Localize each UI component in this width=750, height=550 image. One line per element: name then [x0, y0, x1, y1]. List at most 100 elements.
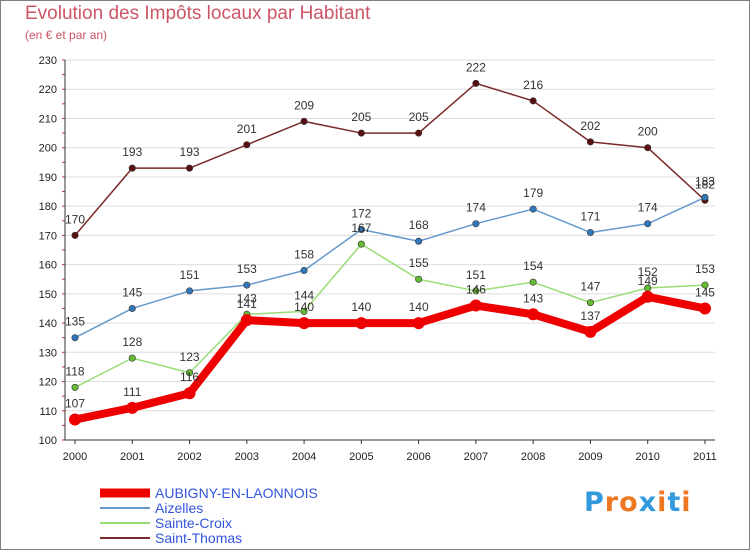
data-point: [243, 141, 251, 149]
data-label: 209: [294, 98, 314, 112]
data-point: [298, 317, 311, 330]
series-line: [74, 196, 706, 339]
data-point: [71, 334, 79, 342]
data-point: [240, 314, 253, 327]
data-label: 153: [695, 262, 715, 276]
data-label: 205: [351, 110, 371, 124]
data-label: 179: [523, 186, 543, 200]
data-label: 140: [351, 300, 371, 314]
data-point: [529, 278, 537, 286]
x-tick-label: 2007: [464, 451, 488, 463]
data-point: [126, 401, 139, 414]
data-point: [701, 281, 709, 289]
data-point: [128, 304, 136, 312]
data-point: [644, 144, 652, 152]
data-point: [69, 413, 81, 426]
data-point: [529, 205, 537, 213]
data-label: 144: [294, 288, 314, 302]
x-tick-label: 2008: [521, 451, 545, 463]
logo-letter: i: [681, 487, 692, 518]
data-label: 168: [409, 218, 429, 232]
legend-label: Saint-Thomas: [155, 530, 242, 546]
logo-letter: i: [657, 487, 668, 518]
data-point: [243, 281, 251, 289]
logo-letter: P: [584, 487, 605, 518]
data-label: 152: [638, 265, 658, 279]
data-label: 141: [237, 297, 257, 311]
x-tick-label: 2005: [349, 451, 373, 463]
data-point: [586, 299, 594, 307]
data-label: 145: [122, 285, 142, 299]
data-label: 174: [638, 201, 658, 215]
logo-letter: o: [619, 487, 639, 518]
data-point: [529, 97, 537, 105]
data-point: [415, 275, 423, 283]
data-point: [357, 226, 365, 234]
y-tick-label: 140: [39, 318, 57, 330]
data-point: [355, 317, 368, 330]
data-point: [586, 138, 594, 146]
data-point: [415, 129, 423, 137]
y-tick-label: 180: [39, 201, 57, 213]
data-point: [128, 354, 136, 362]
data-point: [586, 228, 594, 236]
data-point: [472, 220, 480, 228]
data-label: 107: [65, 397, 85, 411]
proxiti-logo: Proxiti: [584, 487, 692, 518]
data-point: [527, 308, 540, 321]
data-point: [472, 287, 480, 295]
data-label: 123: [180, 350, 200, 364]
y-tick-label: 170: [39, 230, 57, 242]
data-point: [186, 164, 194, 172]
data-label: 167: [351, 221, 371, 235]
x-tick-label: 2001: [120, 451, 144, 463]
data-label: 128: [122, 335, 142, 349]
data-point: [300, 307, 308, 315]
chart-title: Evolution des Impôts locaux par Habitant: [25, 3, 371, 24]
data-point: [415, 237, 423, 245]
x-tick-label: 2009: [578, 451, 602, 463]
logo-letter: x: [638, 487, 658, 518]
logo-letter: t: [667, 487, 682, 518]
data-label: 147: [580, 280, 600, 294]
x-tick-label: 2004: [292, 451, 316, 463]
data-point: [357, 240, 365, 248]
data-label: 205: [409, 110, 429, 124]
data-label: 183: [695, 174, 715, 188]
x-tick-label: 2002: [177, 451, 201, 463]
legend-label: AUBIGNY-EN-LAONNOIS: [155, 485, 318, 501]
data-label: 140: [294, 300, 314, 314]
legend-label: Aizelles: [155, 500, 203, 516]
data-point: [412, 317, 425, 330]
data-point: [472, 79, 480, 87]
data-point: [701, 193, 709, 201]
data-point: [186, 369, 194, 377]
y-tick-label: 200: [39, 143, 57, 155]
y-tick-label: 160: [39, 260, 57, 272]
data-point: [71, 383, 79, 391]
y-tick-label: 130: [39, 347, 57, 359]
y-tick-label: 120: [39, 377, 57, 389]
data-label: 171: [580, 209, 600, 223]
series-line: [74, 82, 706, 237]
data-point: [698, 302, 711, 315]
data-label: 116: [180, 370, 199, 384]
data-label: 154: [523, 259, 543, 273]
chart-subtitle: (en € et par an): [25, 28, 108, 42]
data-point: [584, 325, 597, 338]
data-label: 111: [123, 385, 142, 399]
x-tick-label: 2000: [63, 451, 87, 463]
data-point: [469, 299, 482, 312]
x-tick-label: 2010: [635, 451, 659, 463]
data-point: [641, 290, 654, 303]
data-point: [183, 387, 196, 400]
data-label: 216: [523, 78, 543, 92]
data-label: 143: [237, 291, 257, 305]
y-tick-label: 100: [39, 435, 57, 447]
data-label: 135: [65, 315, 85, 329]
x-tick-label: 2011: [693, 451, 717, 463]
data-point: [300, 266, 308, 274]
x-tick-label: 2006: [406, 451, 430, 463]
data-label: 137: [580, 309, 600, 323]
data-label: 202: [580, 119, 600, 133]
